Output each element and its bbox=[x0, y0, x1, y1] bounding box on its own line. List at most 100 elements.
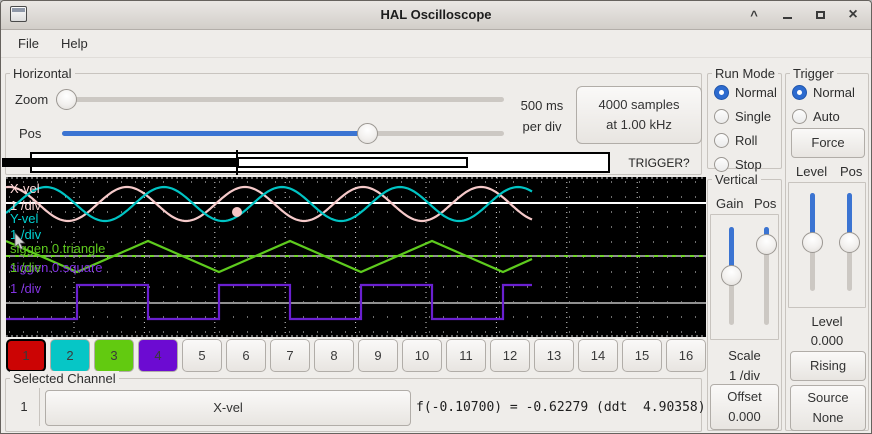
source-button[interactable]: Source None bbox=[790, 385, 866, 431]
channel-button-14[interactable]: 14 bbox=[578, 339, 618, 372]
force-button[interactable]: Force bbox=[791, 128, 865, 158]
vertical-pos-slider-track[interactable] bbox=[763, 227, 769, 325]
level-caption: Level bbox=[811, 314, 843, 329]
channel-button-6[interactable]: 6 bbox=[226, 339, 266, 372]
maximize-button[interactable] bbox=[812, 7, 828, 23]
run-mode-option-single[interactable]: Single bbox=[714, 106, 771, 126]
mouse-cursor-icon bbox=[14, 232, 26, 250]
radio-label: Roll bbox=[735, 132, 758, 148]
channel-button-10[interactable]: 10 bbox=[402, 339, 442, 372]
rate-text: 500 ms per div bbox=[520, 98, 564, 134]
zoom-slider-handle[interactable] bbox=[56, 88, 77, 110]
minimize-button[interactable] bbox=[779, 7, 795, 23]
trigger-point-marker bbox=[232, 207, 242, 217]
scale-value: 1 /div bbox=[728, 368, 761, 383]
radio-icon[interactable] bbox=[714, 132, 729, 148]
channel-button-7[interactable]: 7 bbox=[270, 339, 310, 372]
minimize-icon bbox=[782, 17, 792, 19]
level-value: 0.000 bbox=[810, 333, 844, 348]
trigger-pos-slider[interactable] bbox=[838, 193, 860, 291]
trigger-level-slider-handle[interactable] bbox=[801, 232, 823, 253]
selected-channel-title: Selected Channel bbox=[10, 371, 119, 386]
channel-button-9[interactable]: 9 bbox=[358, 339, 398, 372]
gain-slider-handle[interactable] bbox=[720, 265, 742, 286]
trigger-question-label: TRIGGER? bbox=[628, 156, 690, 170]
vertical-slider-panel bbox=[710, 214, 779, 340]
run-mode-option-stop[interactable]: Stop bbox=[714, 154, 762, 174]
channel-button-13[interactable]: 13 bbox=[534, 339, 574, 372]
trigger-pos-slider-handle[interactable] bbox=[838, 232, 860, 253]
scope-channel-label: 1 /div bbox=[10, 281, 42, 296]
radio-icon[interactable] bbox=[714, 108, 729, 124]
channel-button-15[interactable]: 15 bbox=[622, 339, 662, 372]
pos-slider-fill bbox=[62, 131, 368, 136]
edge-button[interactable]: Rising bbox=[790, 351, 866, 381]
wave-square bbox=[6, 283, 532, 321]
offset-button[interactable]: Offset 0.000 bbox=[710, 384, 779, 430]
radio-icon[interactable] bbox=[792, 108, 807, 124]
record-trigger-marker bbox=[236, 150, 238, 175]
gain-slider-fill bbox=[728, 227, 734, 271]
trigger-level-label: Level bbox=[796, 164, 828, 179]
window-menu-icon[interactable] bbox=[10, 6, 27, 22]
scope-channel-label: 1 /div bbox=[10, 260, 42, 275]
pos-label: Pos bbox=[19, 126, 42, 141]
wave-triangle bbox=[5, 239, 533, 274]
radio-icon[interactable] bbox=[714, 84, 729, 100]
samples-button[interactable]: 4000 samples at 1.00 kHz bbox=[576, 86, 702, 144]
channel-button-12[interactable]: 12 bbox=[490, 339, 530, 372]
vertical-pos-slider[interactable] bbox=[755, 227, 777, 325]
channel-button-11[interactable]: 11 bbox=[446, 339, 486, 372]
wave-x-vel bbox=[5, 185, 533, 223]
zoom-slider-track[interactable] bbox=[58, 97, 504, 102]
trigger-pos-slider-fill bbox=[846, 193, 852, 238]
trigger-option-auto[interactable]: Auto bbox=[792, 106, 840, 126]
channel-button-3[interactable]: 3 bbox=[94, 339, 134, 372]
run-mode-option-roll[interactable]: Roll bbox=[714, 130, 757, 150]
radio-icon[interactable] bbox=[714, 156, 729, 172]
selected-channel-number: 1 bbox=[20, 399, 28, 414]
radio-label: Auto bbox=[813, 108, 840, 124]
radio-label: Normal bbox=[813, 84, 855, 100]
horizontal-group-title: Horizontal bbox=[10, 66, 75, 81]
scope-display[interactable]: X-vel 1 /div Y-vel 1 /div siggen.0.triangle s… bbox=[5, 177, 706, 337]
shade-button[interactable]: ^ bbox=[750, 7, 758, 23]
gain-slider[interactable] bbox=[720, 227, 742, 325]
channel-button-5[interactable]: 5 bbox=[182, 339, 222, 372]
channel-button-1[interactable]: 1 bbox=[6, 339, 46, 372]
trigger-level-slider[interactable] bbox=[801, 193, 823, 291]
channel-button-4[interactable]: 4 bbox=[138, 339, 178, 372]
radio-icon[interactable] bbox=[792, 84, 807, 100]
trigger-pos-label: Pos bbox=[840, 164, 863, 179]
close-button[interactable]: × bbox=[848, 6, 858, 23]
scope-channel-label: siggen.0.triangle bbox=[10, 241, 105, 256]
channel-button-2[interactable]: 2 bbox=[50, 339, 90, 372]
channel-button-8[interactable]: 8 bbox=[314, 339, 354, 372]
selected-channel-separator bbox=[39, 388, 40, 426]
menu-bar: File Help bbox=[1, 30, 871, 58]
horizontal-zoom-slider[interactable] bbox=[56, 87, 504, 111]
vertical-group: Vertical Gain Pos Scale 1 /div Offset 0.… bbox=[707, 172, 782, 431]
trigger-option-normal[interactable]: Normal bbox=[792, 82, 855, 102]
scope-channel-label: siggen.0.square bbox=[10, 260, 103, 275]
scope-channel-label: 1 /div bbox=[10, 198, 42, 213]
trigger-slider-panel bbox=[788, 182, 866, 308]
title-bar: HAL Oscilloscope ^ × bbox=[1, 1, 871, 30]
record-view-window-bar bbox=[237, 157, 468, 168]
run-mode-option-normal[interactable]: Normal bbox=[714, 82, 777, 102]
pos-slider-handle[interactable] bbox=[357, 122, 378, 144]
vertical-pos-label: Pos bbox=[754, 196, 777, 211]
horizontal-pos-slider[interactable] bbox=[62, 121, 504, 145]
window-title: HAL Oscilloscope bbox=[380, 7, 492, 22]
maximize-icon bbox=[815, 11, 825, 19]
channel-button-16[interactable]: 16 bbox=[666, 339, 706, 372]
menu-file[interactable]: File bbox=[18, 36, 39, 51]
vertical-pos-slider-handle[interactable] bbox=[755, 234, 777, 255]
signal-name-button[interactable]: X-vel bbox=[45, 390, 411, 426]
menu-help[interactable]: Help bbox=[60, 36, 88, 51]
scale-caption: Scale bbox=[728, 348, 761, 363]
scope-channel-label: X-vel bbox=[10, 181, 40, 196]
run-mode-group: Run Mode Normal Single Roll Stop bbox=[707, 66, 782, 172]
